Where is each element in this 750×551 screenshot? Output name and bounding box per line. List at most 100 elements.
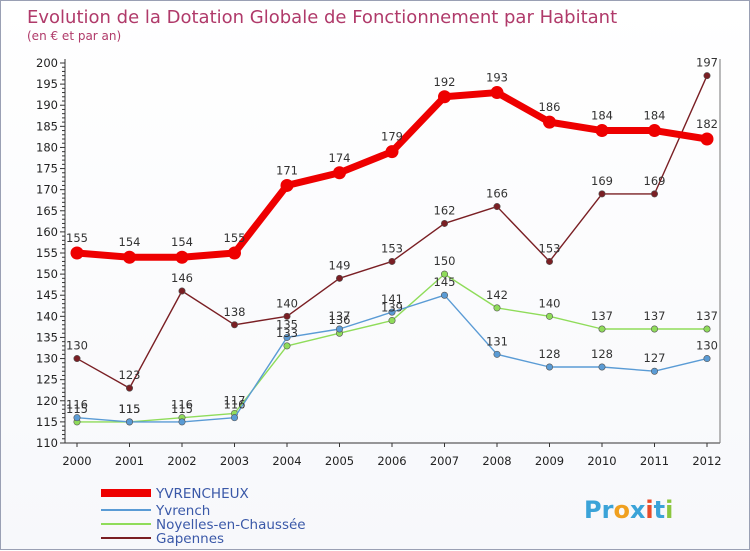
data-label: 192: [434, 75, 456, 89]
data-point: [73, 414, 81, 422]
y-tick-label: 135: [36, 330, 58, 344]
data-point: [440, 219, 448, 227]
data-label: 140: [539, 296, 561, 310]
data-labels: 155 154 154 155 171 174 179 192 193 186 184 184 182 1…: [66, 56, 718, 416]
data-label: 153: [381, 241, 403, 255]
y-tick-label: 195: [36, 77, 58, 91]
data-point: [385, 145, 399, 159]
x-tick-label: 2009: [535, 454, 564, 468]
data-point: [123, 250, 136, 264]
data-label: 128: [591, 347, 613, 361]
y-tick-label: 170: [36, 183, 58, 197]
series-group: [70, 72, 714, 426]
data-label: 149: [329, 258, 351, 272]
data-label: 141: [381, 292, 403, 306]
data-point: [543, 115, 556, 129]
data-point: [126, 384, 134, 392]
data-point: [545, 257, 553, 265]
data-point: [178, 418, 186, 426]
x-tick-label: 2001: [115, 454, 144, 468]
data-point: [388, 257, 396, 265]
data-label: 155: [66, 231, 88, 245]
data-point: [440, 291, 448, 299]
data-label: 146: [171, 271, 193, 285]
data-label: 142: [486, 288, 508, 302]
data-label: 169: [644, 174, 666, 188]
data-point: [283, 333, 291, 341]
data-label: 145: [434, 275, 456, 289]
data-point: [650, 367, 658, 375]
chart-subtitle: (en € et par an): [27, 29, 121, 43]
data-point: [700, 132, 714, 146]
data-label: 130: [66, 339, 88, 353]
legend-label: Noyelles-en-Chaussée: [156, 517, 306, 533]
data-label: 186: [539, 100, 561, 114]
data-label: 116: [66, 398, 88, 412]
data-label: 193: [486, 71, 508, 85]
y-tick-label: 145: [36, 288, 58, 302]
data-point: [493, 203, 501, 211]
x-tick-label: 2012: [692, 454, 721, 468]
data-label: 155: [224, 231, 246, 245]
data-point: [703, 325, 711, 333]
data-label: 116: [171, 398, 193, 412]
x-tick-label: 2005: [325, 454, 354, 468]
y-tick-label: 140: [36, 309, 58, 323]
proxiti-logo-text: Proxiti: [584, 496, 673, 524]
y-tick-label: 160: [36, 225, 58, 239]
x-tick-label: 2011: [640, 454, 669, 468]
x-tick-label: 2007: [430, 454, 459, 468]
y-tick-label: 190: [36, 98, 58, 112]
chart-title: Evolution de la Dotation Globale de Fonc…: [27, 7, 617, 28]
data-point: [493, 304, 501, 312]
y-tick-label: 120: [36, 394, 58, 408]
data-point: [178, 287, 186, 295]
y-tick-label: 115: [36, 415, 58, 429]
data-point: [126, 418, 134, 426]
data-label: 116: [224, 398, 246, 412]
data-label: 153: [539, 241, 561, 255]
data-label: 137: [329, 309, 351, 323]
data-point: [493, 350, 501, 358]
data-label: 123: [119, 368, 141, 382]
x-tick-label: 2006: [377, 454, 406, 468]
data-point: [228, 246, 241, 260]
data-point: [283, 312, 291, 320]
data-label: 133: [276, 326, 298, 340]
data-label: 174: [329, 151, 351, 165]
data-label: 197: [696, 56, 718, 70]
data-label: 136: [329, 313, 351, 327]
data-point: [440, 270, 448, 278]
axes: 110 115 120 125 130 135 140 145 150 155 160 165 170 1…: [36, 56, 722, 468]
y-tick-label: 165: [36, 204, 58, 218]
data-label: 115: [171, 402, 193, 416]
data-label: 128: [539, 347, 561, 361]
data-point: [703, 355, 711, 363]
data-label: 154: [119, 235, 141, 249]
legend: YVRENCHEUXYvrenchNoyelles-en-ChausséeGap…: [101, 486, 306, 547]
data-point: [280, 178, 294, 192]
data-point: [283, 342, 291, 350]
data-label: 166: [486, 187, 508, 201]
y-tick-label: 150: [36, 267, 58, 281]
x-tick-label: 2010: [587, 454, 616, 468]
y-tick-label: 180: [36, 140, 58, 154]
legend-label: Yvrench: [155, 503, 210, 519]
data-label: 127: [644, 351, 666, 365]
data-label: 179: [381, 130, 403, 144]
data-label: 137: [696, 309, 718, 323]
data-point: [598, 325, 606, 333]
data-label: 115: [119, 402, 141, 416]
data-label: 137: [591, 309, 613, 323]
data-label: 150: [434, 254, 456, 268]
data-label: 137: [644, 309, 666, 323]
data-point: [175, 250, 189, 264]
data-point: [545, 312, 553, 320]
x-tick-label: 2004: [272, 454, 301, 468]
data-label: 135: [276, 317, 298, 331]
data-label: 138: [224, 305, 246, 319]
x-tick-label: 2000: [62, 454, 91, 468]
data-point: [335, 325, 343, 333]
data-label: 140: [276, 296, 298, 310]
